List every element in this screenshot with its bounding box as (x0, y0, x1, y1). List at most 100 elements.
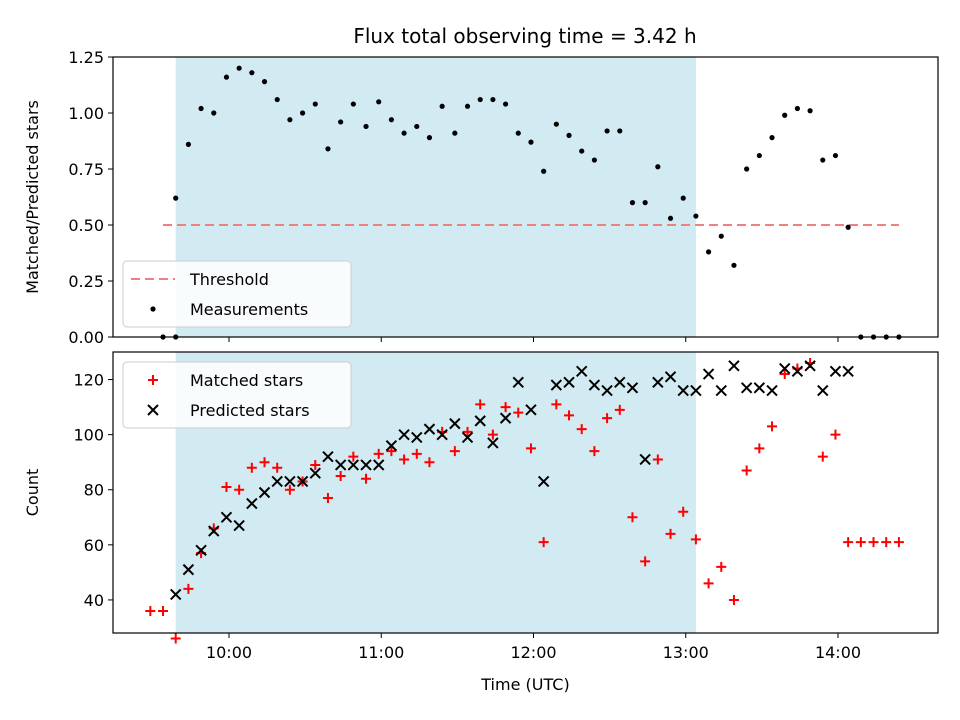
matched-star-point (868, 537, 879, 548)
measurement-point (502, 101, 509, 107)
predicted-star-point (170, 588, 182, 601)
measurement-point (198, 105, 204, 112)
predicted-star-point (537, 475, 550, 488)
matched-star-point (716, 561, 727, 572)
predicted-star-point (449, 417, 461, 430)
legend-box (122, 361, 352, 429)
measurement-point (566, 132, 572, 138)
matched-star-point (424, 457, 435, 468)
predicted-star-point (563, 376, 575, 389)
x-tick-label: 10:00 (206, 643, 252, 662)
matched-star-point (627, 512, 638, 523)
matched-star-point (348, 451, 359, 462)
legend-label: Predicted stars (190, 401, 310, 420)
measurement-point (211, 110, 217, 116)
measurement-point (553, 121, 559, 127)
measurement-point (223, 74, 230, 80)
predicted-star-point (461, 431, 474, 444)
matched-star-point (754, 443, 765, 454)
y-tick-label: 120 (73, 371, 104, 390)
matched-star-point (500, 402, 511, 413)
chart-title: Flux total observing time = 3.42 h (353, 24, 696, 48)
x-tick-label: 11:00 (358, 643, 404, 662)
predicted-star-point (601, 384, 613, 397)
measurement-point (515, 130, 521, 136)
top-axes-frame (112, 56, 939, 338)
matched-star-point (284, 484, 295, 495)
predicted-star-point (639, 453, 651, 466)
measurement-point (579, 148, 585, 154)
matched-star-point (310, 459, 321, 470)
matched-star-point (183, 583, 194, 594)
measurement-point (325, 146, 331, 152)
predicted-star-point (829, 365, 842, 377)
measurement-point (642, 200, 648, 206)
bottom-legend: Matched stars Predicted stars (122, 361, 352, 429)
predicted-star-point (614, 376, 626, 389)
measurement-point (173, 195, 179, 201)
y-tick-label: 0.75 (68, 160, 104, 179)
matched-star-point (538, 537, 549, 548)
measurement-point (464, 103, 471, 109)
matched-star-point (614, 404, 625, 415)
matched-star-point (576, 424, 587, 435)
measurement-point (528, 139, 534, 145)
predicted-star-point (740, 382, 753, 394)
measurement-point (363, 123, 369, 130)
predicted-star-point (271, 475, 283, 488)
matched-star-point (665, 528, 676, 539)
measurement-point (769, 135, 775, 141)
predicted-star-point (436, 428, 448, 441)
matched-star-point (779, 369, 790, 380)
measurement-point (312, 101, 318, 107)
measurement-point (807, 108, 813, 114)
predicted-star-point (842, 365, 854, 377)
top-panel: Flux total observing time = 3.42 h 0.000… (23, 24, 939, 347)
matched-star-point (525, 443, 536, 454)
predicted-star-point (182, 563, 195, 576)
matched-star-point (449, 446, 460, 457)
measurement-point (667, 215, 674, 221)
x-tick-label: 13:00 (663, 643, 709, 662)
measurement-point (185, 141, 191, 147)
predicted-star-point (715, 384, 727, 397)
matched-star-point (399, 454, 410, 465)
matched-star-point (728, 594, 739, 605)
predicted-star-point (208, 525, 220, 537)
legend-swatch (147, 404, 159, 416)
measurement-point (452, 130, 458, 136)
matched-star-point (551, 399, 562, 410)
matched-star-point (881, 537, 892, 548)
matched-star-point (373, 448, 384, 459)
bottom-axes-frame (112, 351, 939, 634)
measurement-point (426, 135, 433, 141)
measurement-point (731, 262, 737, 268)
matched-star-point (817, 451, 828, 462)
bottom-y-axis-label: Count (23, 469, 42, 517)
matched-star-point (703, 578, 714, 589)
matched-star-point (767, 421, 778, 432)
predicted-star-point (525, 404, 537, 416)
measurement-point (338, 119, 344, 125)
legend-swatch (150, 306, 156, 312)
y-tick-label: 0.50 (68, 216, 104, 235)
top-x-ticks (228, 337, 839, 342)
predicted-star-point (779, 362, 791, 375)
x-axis-label: Time (UTC) (480, 675, 569, 694)
matched-star-point (335, 470, 346, 481)
measurement-point (414, 123, 420, 130)
legend-label: Measurements (190, 300, 308, 319)
predicted-star-point (753, 382, 766, 394)
predicted-star-point (347, 459, 360, 471)
top-y-axis-label: Matched/Predicted stars (23, 100, 42, 294)
bottom-y-ticks: 40 60 80 100 120 (73, 371, 113, 610)
measurement-point (376, 99, 382, 105)
legend-swatch (148, 375, 158, 385)
measurement-point (655, 164, 661, 170)
measurement-point (591, 157, 598, 163)
predicted-star-point (512, 376, 524, 389)
predicted-star-point (499, 412, 512, 424)
predicted-star-point (626, 382, 639, 394)
matched-star-point (741, 465, 752, 476)
y-tick-label: 1.25 (68, 48, 104, 67)
